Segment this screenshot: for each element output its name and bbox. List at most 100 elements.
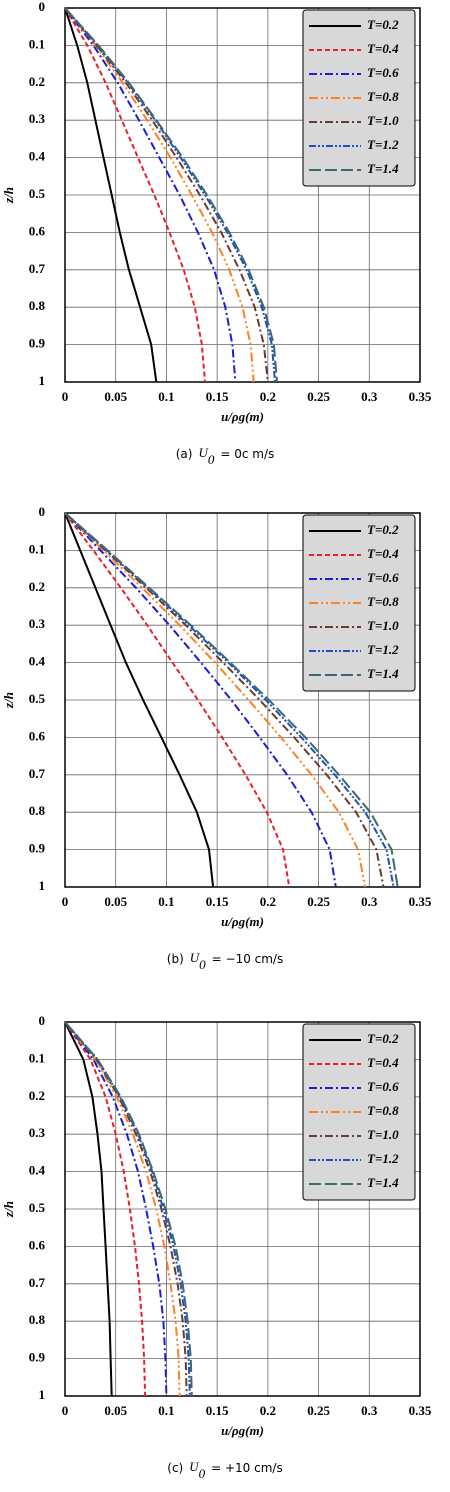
y-tick-label: 0.7 — [29, 766, 46, 781]
y-tick-label: 0.3 — [29, 1125, 46, 1140]
legend-label: T=1.2 — [367, 137, 399, 152]
data-line — [64, 7, 158, 383]
y-tick-label: 0.4 — [29, 149, 46, 164]
x-tick-label: 0.35 — [409, 1403, 432, 1418]
data-line — [64, 1021, 191, 1397]
plot-frame — [64, 512, 421, 888]
caption-part: = −10 cm/s — [212, 952, 284, 966]
y-tick-label: 0.2 — [29, 579, 45, 594]
legend-label: T=0.2 — [367, 17, 399, 32]
data-line — [64, 1021, 168, 1397]
x-tick-label: 0.1 — [158, 894, 174, 909]
y-tick-label: 0.5 — [29, 691, 46, 706]
y-tick-label: 0.5 — [29, 1200, 46, 1215]
x-axis-label: u/ρg(m) — [221, 1423, 264, 1438]
data-line — [64, 7, 255, 383]
x-tick-label: 0.3 — [361, 1403, 378, 1418]
data-line — [64, 1021, 147, 1397]
x-tick-label: 0 — [62, 894, 69, 909]
x-tick-label: 0.3 — [361, 894, 378, 909]
data-line — [64, 7, 278, 383]
legend-label: T=0.8 — [367, 89, 399, 104]
x-tick-label: 0.05 — [104, 894, 127, 909]
legend-label: T=0.4 — [367, 546, 399, 561]
data-line — [64, 512, 337, 888]
y-tick-label: 0.9 — [29, 841, 46, 856]
y-tick-label: 0.2 — [29, 1088, 45, 1103]
y-tick-label: 1 — [39, 373, 46, 388]
y-axis-label: z/h — [1, 187, 16, 204]
data-line — [64, 512, 399, 888]
x-tick-label: 0.15 — [206, 1403, 229, 1418]
y-tick-label: 0.6 — [29, 223, 46, 238]
y-tick-label: 0.4 — [29, 654, 46, 669]
y-axis-label: z/h — [1, 1201, 16, 1218]
x-tick-label: 0.05 — [104, 389, 127, 404]
legend-label: T=0.8 — [367, 1103, 399, 1118]
data-line — [64, 1021, 188, 1397]
y-tick-label: 0.4 — [29, 1163, 46, 1178]
plot-frame — [64, 7, 421, 383]
caption-part: = +10 cm/s — [211, 1461, 283, 1475]
y-tick-label: 0.2 — [29, 74, 45, 89]
x-tick-label: 0.1 — [158, 389, 174, 404]
legend-label: T=0.2 — [367, 522, 399, 537]
x-tick-label: 0.15 — [206, 389, 229, 404]
x-tick-label: 0.15 — [206, 894, 229, 909]
y-tick-label: 0.9 — [29, 336, 46, 351]
data-line — [64, 512, 385, 888]
x-tick-label: 0.1 — [158, 1403, 174, 1418]
legend-label: T=1.0 — [367, 113, 399, 128]
caption: (a) U0 = 0c m/s — [176, 445, 275, 468]
y-tick-label: 1 — [39, 878, 46, 893]
data-line — [64, 512, 395, 888]
caption-part: U — [198, 445, 209, 460]
y-tick-label: 0.7 — [29, 261, 46, 276]
caption: (c) U0 = +10 cm/s — [167, 1459, 282, 1482]
y-tick-label: 0.9 — [29, 1350, 46, 1365]
x-tick-label: 0.35 — [409, 389, 432, 404]
y-tick-label: 0.6 — [29, 728, 46, 743]
x-tick-label: 0.25 — [307, 894, 330, 909]
y-tick-label: 0 — [39, 0, 46, 14]
y-tick-label: 0.1 — [29, 541, 45, 556]
y-tick-label: 0.8 — [29, 1312, 46, 1327]
x-tick-label: 0.3 — [361, 389, 378, 404]
caption-part: 0 — [208, 452, 215, 467]
data-line — [64, 7, 237, 383]
legend-label: T=1.4 — [367, 1175, 399, 1190]
y-tick-label: 0.1 — [29, 36, 45, 51]
y-tick-label: 1 — [39, 1387, 46, 1402]
data-line — [64, 1021, 181, 1397]
caption-part: (c) — [167, 1461, 183, 1475]
x-axis-label: u/ρg(m) — [221, 914, 264, 929]
caption: (b) U0 = −10 cm/s — [167, 950, 283, 973]
y-tick-label: 0.7 — [29, 1275, 46, 1290]
legend-label: T=1.0 — [367, 618, 399, 633]
y-tick-label: 0.3 — [29, 616, 46, 631]
legend-label: T=1.4 — [367, 666, 399, 681]
y-tick-label: 0.6 — [29, 1237, 46, 1252]
data-line — [64, 7, 206, 383]
data-line — [64, 7, 269, 383]
caption-part: (b) — [167, 952, 184, 966]
y-tick-label: 0.1 — [29, 1050, 45, 1065]
plot-frame — [64, 1021, 421, 1397]
caption-part: U — [189, 1459, 200, 1474]
legend-label: T=0.6 — [367, 65, 399, 80]
legend-label: T=0.6 — [367, 1079, 399, 1094]
x-tick-label: 0.25 — [307, 1403, 330, 1418]
x-tick-label: 0.05 — [104, 1403, 127, 1418]
legend-label: T=0.2 — [367, 1031, 399, 1046]
y-tick-label: 0.8 — [29, 298, 46, 313]
legend-label: T=0.4 — [367, 41, 399, 56]
legend-label: T=0.6 — [367, 570, 399, 585]
y-tick-label: 0.5 — [29, 186, 46, 201]
y-tick-label: 0.8 — [29, 803, 46, 818]
x-tick-label: 0.2 — [260, 1403, 276, 1418]
data-line — [64, 1021, 113, 1397]
legend-label: T=1.0 — [367, 1127, 399, 1142]
legend-label: T=1.4 — [367, 161, 399, 176]
x-tick-label: 0.2 — [260, 894, 276, 909]
